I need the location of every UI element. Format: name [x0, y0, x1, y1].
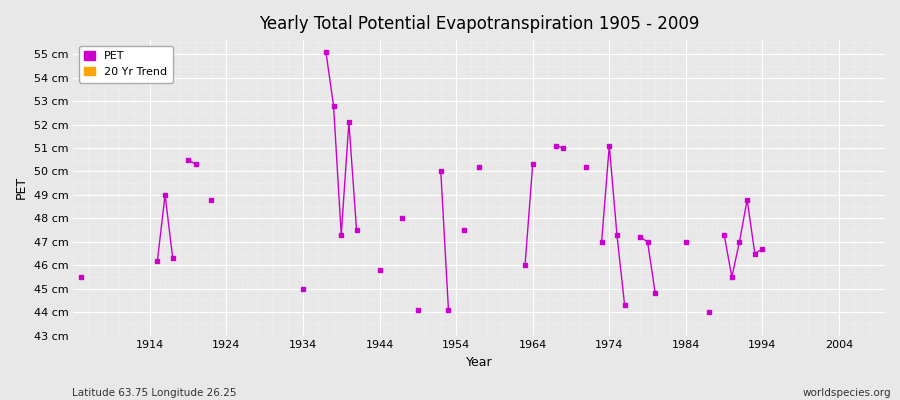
Text: Latitude 63.75 Longitude 26.25: Latitude 63.75 Longitude 26.25 — [72, 388, 237, 398]
Text: worldspecies.org: worldspecies.org — [803, 388, 891, 398]
X-axis label: Year: Year — [466, 356, 492, 369]
Legend: PET, 20 Yr Trend: PET, 20 Yr Trend — [78, 46, 173, 82]
Title: Yearly Total Potential Evapotranspiration 1905 - 2009: Yearly Total Potential Evapotranspiratio… — [259, 15, 699, 33]
Y-axis label: PET: PET — [15, 176, 28, 200]
